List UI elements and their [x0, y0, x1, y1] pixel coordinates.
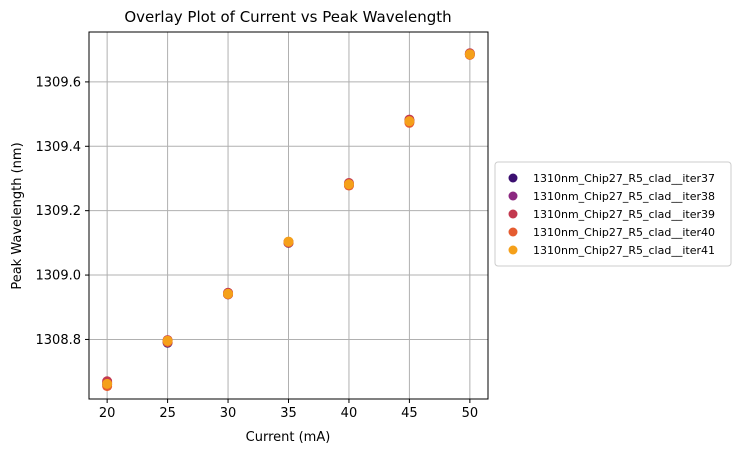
y-axis-label: Peak Wavelength (nm): [10, 142, 25, 289]
legend-marker: [508, 191, 518, 201]
legend-label: 1310nm_Chip27_R5_clad__iter37: [533, 172, 715, 185]
y-tick-label: 1309.6: [36, 75, 82, 90]
legend-marker: [508, 209, 518, 219]
legend: 1310nm_Chip27_R5_clad__iter37 1310nm_Chip…: [494, 161, 732, 267]
legend-marker: [508, 245, 518, 255]
x-tick-label: 40: [341, 406, 358, 421]
y-tick-label: 1309.4: [36, 140, 82, 155]
legend-marker: [508, 173, 518, 183]
x-tick-label: 35: [280, 406, 297, 421]
legend-label: 1310nm_Chip27_R5_clad__iter39: [533, 208, 715, 221]
x-tick-label: 30: [220, 406, 237, 421]
data-point: [283, 236, 294, 247]
legend-label: 1310nm_Chip27_R5_clad__iter40: [533, 226, 715, 239]
data-point: [464, 49, 475, 60]
x-tick-label: 50: [462, 406, 479, 421]
data-point: [162, 335, 173, 346]
y-tick-label: 1309.2: [36, 204, 82, 219]
chart-title: Overlay Plot of Current vs Peak Waveleng…: [124, 8, 451, 26]
x-tick-label: 20: [99, 406, 116, 421]
x-tick-label: 25: [159, 406, 176, 421]
grid: [89, 32, 488, 399]
x-tick-label: 45: [401, 406, 418, 421]
y-tick-label: 1309.0: [36, 269, 82, 284]
data-point: [343, 179, 354, 190]
legend-label: 1310nm_Chip27_R5_clad__iter41: [533, 244, 715, 257]
legend-marker: [508, 227, 518, 237]
y-tick-label: 1308.8: [36, 333, 82, 348]
axis-ticks: 20 25 30 35 40 45 50 1308.8 1309.0 1309.2 1309.4 13…: [36, 75, 479, 421]
data-points: [102, 48, 475, 392]
legend-frame: [494, 161, 732, 267]
legend-label: 1310nm_Chip27_R5_clad__iter38: [533, 190, 715, 203]
data-point: [223, 288, 234, 299]
data-point: [404, 116, 415, 127]
x-axis-label: Current (mA): [246, 430, 331, 445]
data-point: [102, 378, 113, 389]
